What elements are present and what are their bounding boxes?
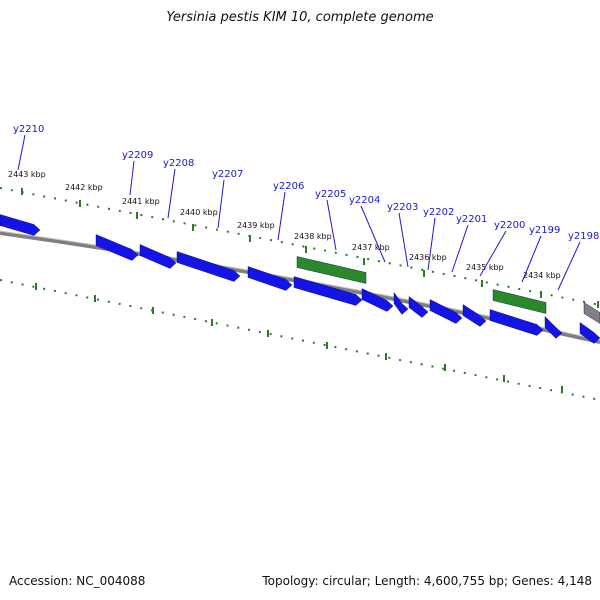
gene-label[interactable]: y2209: [122, 150, 153, 161]
gene-arrow: [293, 276, 363, 306]
gene-leader-line: [360, 205, 386, 263]
gene-leader-line: [479, 230, 507, 277]
gene-label[interactable]: y2210: [13, 124, 44, 135]
gene-leader-line: [451, 224, 469, 273]
gene-leader-line: [521, 235, 542, 283]
gene-leader-line: [129, 160, 135, 196]
scale-label: 2441 kbp: [122, 197, 160, 206]
scale-label: 2442 kbp: [65, 183, 103, 192]
gene-leader-line: [326, 199, 337, 251]
gene-label[interactable]: y2205: [315, 189, 346, 200]
scale-label: 2437 kbp: [352, 243, 390, 252]
gene-label[interactable]: y2199: [529, 225, 560, 236]
gene-label[interactable]: y2204: [349, 195, 380, 206]
gene-leader-line: [398, 212, 409, 268]
scale-label: 2440 kbp: [180, 208, 218, 217]
gene-arrow: [176, 251, 241, 282]
inner-major-ticks: [35, 283, 563, 393]
accession-text: Accession: NC_004088: [9, 574, 146, 588]
gene-arrow: [429, 299, 463, 324]
gene-leader-line: [167, 168, 176, 219]
scale-label: 2443 kbp: [8, 170, 46, 179]
gene-leader-line: [217, 179, 225, 229]
genome-summary-text: Topology: circular; Length: 4,600,755 bp…: [262, 574, 592, 588]
gene-leader-line: [427, 217, 436, 271]
gene-arrow: [579, 322, 600, 344]
gene-arrow: [0, 214, 41, 236]
gene-arrow: [408, 296, 429, 318]
gene-label-leaders: [17, 134, 581, 291]
rna-feature: [492, 289, 547, 314]
gene-arrow: [247, 266, 293, 291]
gene-feature-gray: [583, 302, 600, 324]
scale-label: 2438 kbp: [294, 232, 332, 241]
gene-arrow: [462, 304, 487, 327]
gene-label[interactable]: y2201: [456, 214, 487, 225]
gene-arrow: [139, 244, 177, 269]
gene-leader-line: [17, 134, 26, 171]
scale-label: 2436 kbp: [409, 253, 447, 262]
genome-title: Yersinia pestis KIM 10, complete genome: [166, 10, 434, 25]
gene-features: [0, 214, 600, 344]
gene-arrow: [489, 309, 544, 336]
scale-label: 2434 kbp: [523, 271, 561, 280]
gene-arrow: [393, 291, 409, 315]
gene-arrow: [361, 288, 394, 312]
gene-label[interactable]: y2203: [387, 202, 418, 213]
gene-leader-line: [557, 241, 581, 291]
gene-arrow: [95, 234, 139, 261]
gene-label[interactable]: y2207: [212, 169, 243, 180]
scale-label: 2439 kbp: [237, 221, 275, 230]
rna-feature: [296, 256, 367, 284]
gene-label[interactable]: y2208: [163, 158, 194, 169]
gene-label[interactable]: y2206: [273, 181, 304, 192]
gene-label[interactable]: y2198: [568, 231, 599, 242]
gene-label[interactable]: y2202: [423, 207, 454, 218]
gene-arrow: [544, 316, 563, 339]
gene-leader-line: [277, 191, 286, 241]
gene-label[interactable]: y2200: [494, 220, 525, 231]
outer-major-ticks: [21, 188, 599, 308]
